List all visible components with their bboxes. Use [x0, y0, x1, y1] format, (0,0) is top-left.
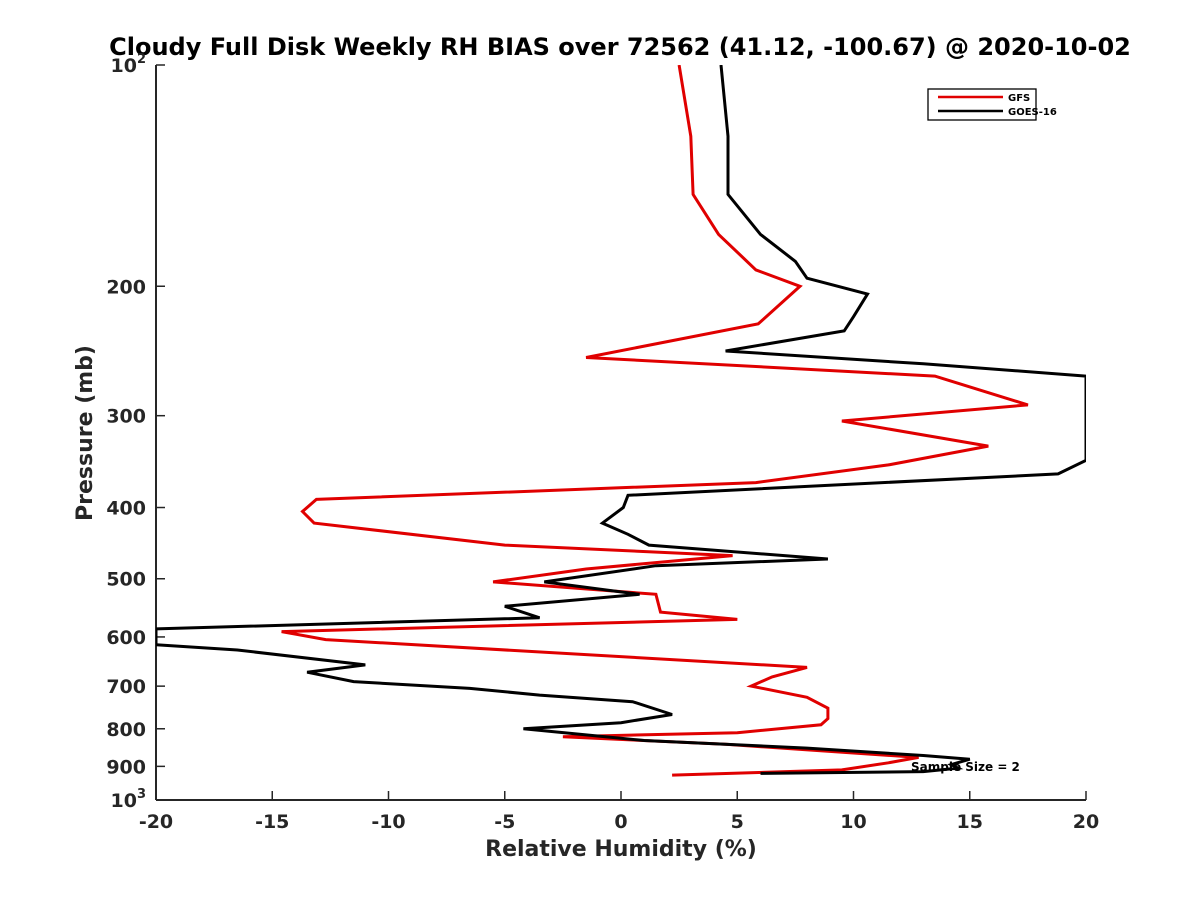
x-tick-label: -5 — [494, 811, 515, 833]
x-tick-label: 15 — [957, 811, 983, 833]
x-tick-label: 5 — [731, 811, 744, 833]
x-tick-label: 0 — [614, 811, 627, 833]
y-tick-label: 900 — [106, 756, 146, 778]
y-tick-label: 600 — [106, 627, 146, 649]
sample-size-annotation: Sample Size = 2 — [911, 760, 1020, 774]
y-tick-label: 103 — [111, 787, 147, 812]
y-tick-label: 700 — [106, 676, 146, 698]
x-tick-label: 20 — [1073, 811, 1099, 833]
plot-area — [156, 65, 1086, 800]
y-tick-label: 102 — [111, 52, 147, 77]
y-tick-label: 400 — [106, 498, 146, 520]
x-tick-label: -20 — [139, 811, 173, 833]
x-axis-label: Relative Humidity (%) — [485, 837, 757, 862]
x-tick-label: 10 — [840, 811, 866, 833]
y-tick-label: 200 — [106, 276, 146, 298]
legend-label-gfs: GFS — [1008, 93, 1030, 104]
y-tick-label: 500 — [106, 569, 146, 591]
y-tick-group: 102 200 300 400 500 600 700 800 900 103 — [106, 52, 165, 812]
x-tick-label: -15 — [255, 811, 289, 833]
legend: GFS GOES-16 — [927, 88, 1057, 121]
y-axis-label: Pressure (mb) — [73, 345, 98, 521]
legend-label-goes16: GOES-16 — [1008, 107, 1057, 118]
series-group — [156, 65, 1086, 777]
chart-title: Cloudy Full Disk Weekly RH BIAS over 725… — [109, 33, 1131, 61]
series-line-goes16 — [156, 65, 1086, 775]
x-tick-label: -10 — [371, 811, 405, 833]
legend-box — [927, 88, 1037, 121]
y-tick-label: 800 — [106, 719, 146, 741]
series-line-gfs — [281, 65, 1029, 777]
x-tick-group: -20 -15 -10 -5 0 5 10 15 20 — [139, 791, 1099, 833]
y-tick-label: 300 — [106, 406, 146, 428]
